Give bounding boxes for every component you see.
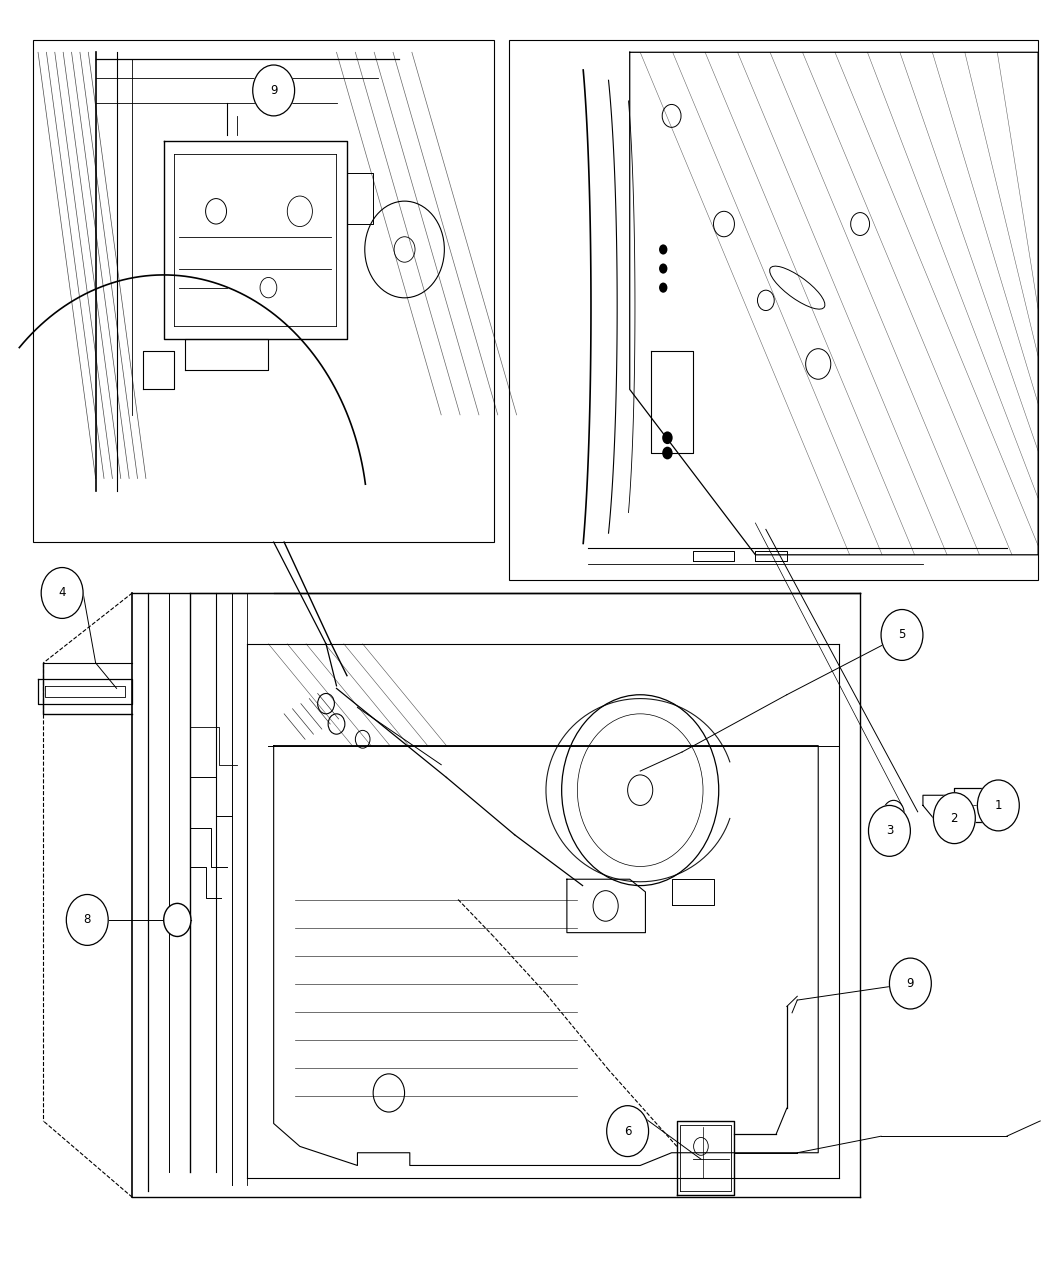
- Text: 2: 2: [950, 812, 958, 825]
- Circle shape: [41, 567, 83, 618]
- Circle shape: [164, 904, 191, 936]
- Circle shape: [659, 245, 668, 255]
- Text: 9: 9: [270, 84, 277, 97]
- Text: 1: 1: [994, 799, 1002, 812]
- Text: 3: 3: [886, 825, 894, 838]
- Circle shape: [66, 895, 108, 945]
- Bar: [33, 40, 493, 542]
- Text: 4: 4: [59, 586, 66, 599]
- Circle shape: [663, 431, 673, 444]
- Circle shape: [663, 446, 673, 459]
- Circle shape: [355, 731, 370, 748]
- Circle shape: [868, 806, 910, 857]
- Circle shape: [253, 65, 295, 116]
- Text: 9: 9: [906, 977, 915, 991]
- Text: 8: 8: [84, 913, 91, 927]
- Circle shape: [889, 958, 931, 1009]
- Circle shape: [881, 609, 923, 660]
- Text: 5: 5: [899, 629, 906, 641]
- Text: 6: 6: [624, 1125, 631, 1137]
- Circle shape: [659, 264, 668, 274]
- Circle shape: [933, 793, 975, 844]
- Bar: [509, 40, 1038, 580]
- Circle shape: [978, 780, 1020, 831]
- Circle shape: [659, 283, 668, 293]
- Circle shape: [607, 1105, 649, 1156]
- Circle shape: [318, 694, 334, 714]
- Circle shape: [328, 714, 344, 734]
